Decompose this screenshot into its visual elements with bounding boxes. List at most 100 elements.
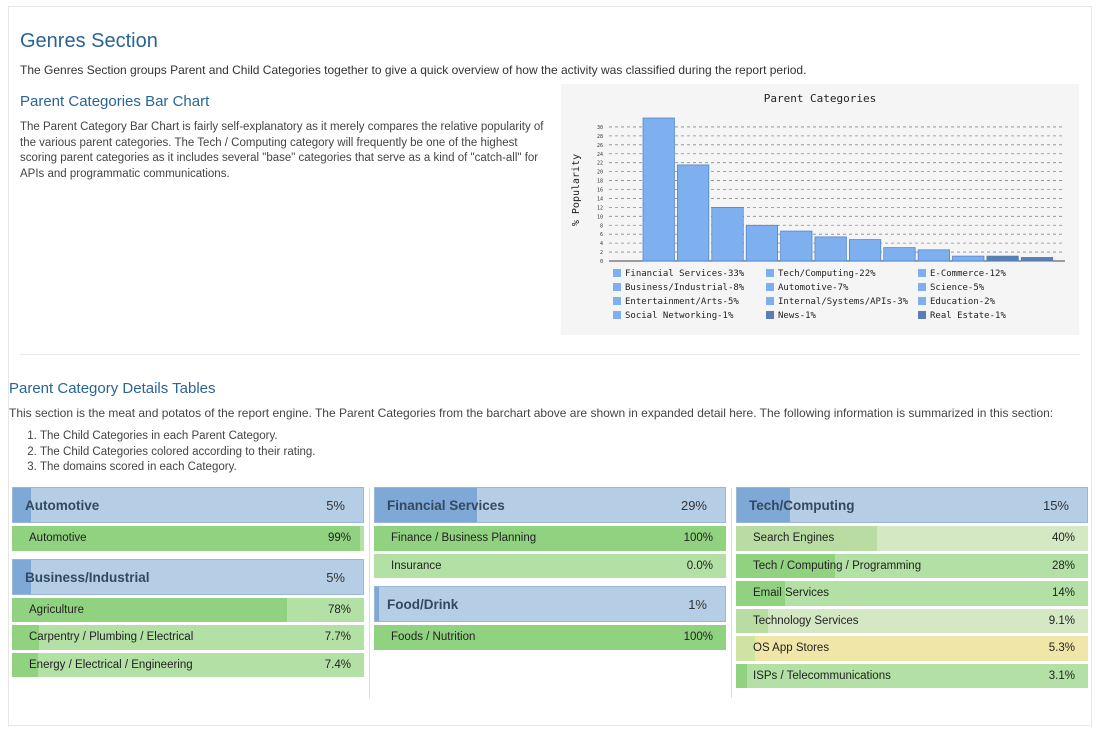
chart-bar: [1020, 257, 1054, 262]
chart-legend-swatch: [613, 283, 621, 291]
chart-legend-label: E-Commerce-12%: [930, 269, 1006, 279]
chart-bar: [711, 207, 744, 262]
category-column-3: Tech/Computing 15% Search Engines 40% Tech /…: [736, 487, 1088, 691]
child-category-row[interactable]: Agriculture 78%: [12, 597, 364, 622]
genres-section-title: Genres Section: [20, 30, 158, 52]
chart-bar: [883, 247, 916, 262]
column-divider: [369, 488, 370, 698]
child-category-row[interactable]: Energy / Electrical / Engineering 7.4%: [12, 652, 364, 677]
chart-legend-swatch: [766, 311, 774, 319]
parent-category-row[interactable]: Tech/Computing 15%: [736, 487, 1088, 523]
child-category-bar: [12, 652, 39, 677]
child-category-percent: 40%: [1051, 532, 1075, 544]
chart-bar: [986, 255, 1019, 262]
child-category-bar: [12, 625, 40, 650]
child-category-row[interactable]: Email Services 14%: [736, 581, 1088, 606]
chart-legend-swatch: [766, 283, 774, 291]
child-category-bar: [736, 553, 835, 578]
chart-legend-label: Tech/Computing-22%: [778, 269, 876, 279]
child-category-name: OS App Stores: [753, 642, 830, 654]
parent-category-percent: 1%: [688, 597, 707, 612]
chart-y-tick-label: 6: [600, 232, 603, 238]
child-category-percent: 28%: [1051, 559, 1075, 572]
chart-y-tick-label: 10: [597, 214, 603, 220]
child-category-row[interactable]: Tech / Computing / Programming 28%: [736, 553, 1088, 578]
child-category-row[interactable]: Insurance 0.0%: [374, 553, 726, 578]
child-category-row[interactable]: OS App Stores 5.3%: [736, 636, 1088, 661]
child-category-row[interactable]: Foods / Nutrition 100%: [374, 625, 726, 650]
child-category-bar: [12, 526, 361, 551]
parent-category-row[interactable]: Automotive 5%: [12, 487, 364, 523]
child-category-percent: 3.1%: [1048, 669, 1075, 682]
page-frame: [8, 6, 1092, 727]
chart-y-tick-label: 16: [597, 188, 603, 194]
parent-category-bar: [13, 559, 31, 594]
child-category-name: Insurance: [391, 559, 442, 572]
child-category-row[interactable]: ISPs / Telecommunications 3.1%: [736, 663, 1088, 688]
chart-bar: [848, 239, 882, 262]
chart-legend-label: Business/Industrial-8%: [625, 283, 745, 293]
parent-category-row[interactable]: Business/Industrial 5%: [12, 558, 364, 595]
chart-bar: [642, 117, 675, 262]
chart-bar: [814, 236, 847, 262]
chart-legend-swatch: [918, 283, 926, 291]
child-category-name: Foods / Nutrition: [391, 631, 476, 643]
section-divider: [20, 354, 1080, 355]
parent-category-percent: 29%: [680, 498, 707, 513]
child-category-bar: [736, 636, 755, 661]
child-category-bar: [736, 526, 877, 551]
parent-category-percent: 5%: [326, 569, 345, 585]
chart-bar: [952, 255, 985, 262]
child-category-bar: [736, 608, 769, 633]
chart-y-tick-label: 28: [597, 134, 603, 140]
child-category-percent: 9.1%: [1048, 614, 1075, 627]
chart-legend-label: Education-2%: [930, 297, 996, 307]
details-info-item: The domains scored in each Category.: [40, 460, 316, 476]
child-category-row[interactable]: Technology Services 9.1%: [736, 608, 1088, 633]
chart-legend-label: Social Networking-1%: [625, 311, 734, 321]
chart-bar: [917, 249, 950, 262]
child-category-percent: 99%: [327, 532, 351, 544]
chart-y-tick-label: 26: [597, 143, 603, 149]
child-category-name: Finance / Business Planning: [391, 532, 537, 544]
child-category-bar: [736, 663, 747, 688]
details-info-item: The Child Categories colored according t…: [40, 445, 316, 461]
chart-legend-swatch: [766, 269, 774, 277]
parent-category-bar: [375, 488, 477, 522]
chart-legend-label: Science-5%: [930, 283, 985, 293]
child-category-name: Agriculture: [29, 603, 84, 616]
child-category-row[interactable]: Search Engines 40%: [736, 526, 1088, 551]
chart-bar: [677, 164, 710, 262]
chart-legend-label: Automotive-7%: [778, 283, 849, 293]
child-category-row[interactable]: Finance / Business Planning 100%: [374, 526, 726, 551]
details-tables-description: This section is the meat and potatos of …: [9, 406, 1054, 420]
chart-bar: [780, 230, 813, 262]
child-category-name: Search Engines: [753, 532, 835, 544]
parent-category-name: Tech/Computing: [749, 498, 855, 513]
child-category-bar: [374, 625, 726, 650]
chart-y-tick-label: 0: [600, 259, 603, 265]
child-category-percent: 0.0%: [686, 559, 713, 572]
chart-y-axis-label: % Popularity: [571, 154, 582, 226]
child-category-bar: [736, 581, 786, 606]
child-category-percent: 7.4%: [324, 658, 351, 671]
chart-legend-swatch: [613, 269, 621, 277]
chart-legend-swatch: [613, 311, 621, 319]
chart-title: Parent Categories: [764, 92, 877, 105]
chart-legend-label: Internal/Systems/APIs-3%: [778, 297, 909, 307]
child-category-row[interactable]: Carpentry / Plumbing / Electrical 7.7%: [12, 625, 364, 650]
bar-chart-description: The Parent Category Bar Chart is fairly …: [20, 121, 544, 180]
chart-legend-label: Entertainment/Arts-5%: [625, 297, 739, 307]
chart-y-tick-label: 22: [597, 161, 603, 167]
parent-category-row[interactable]: Food/Drink 1%: [374, 586, 726, 622]
child-category-percent: 7.7%: [324, 631, 351, 643]
chart-y-tick-label: 2: [600, 250, 603, 256]
chart-y-tick-label: 20: [597, 170, 603, 176]
parent-category-percent: 5%: [326, 498, 345, 513]
child-category-percent: 14%: [1051, 587, 1075, 599]
parent-category-row[interactable]: Financial Services 29%: [374, 487, 726, 523]
chart-y-tick-label: 4: [600, 241, 603, 247]
details-info-list: The Child Categories in each Parent Cate…: [9, 429, 316, 476]
chart-legend-swatch: [918, 311, 926, 319]
child-category-row[interactable]: Automotive 99%: [12, 526, 364, 551]
